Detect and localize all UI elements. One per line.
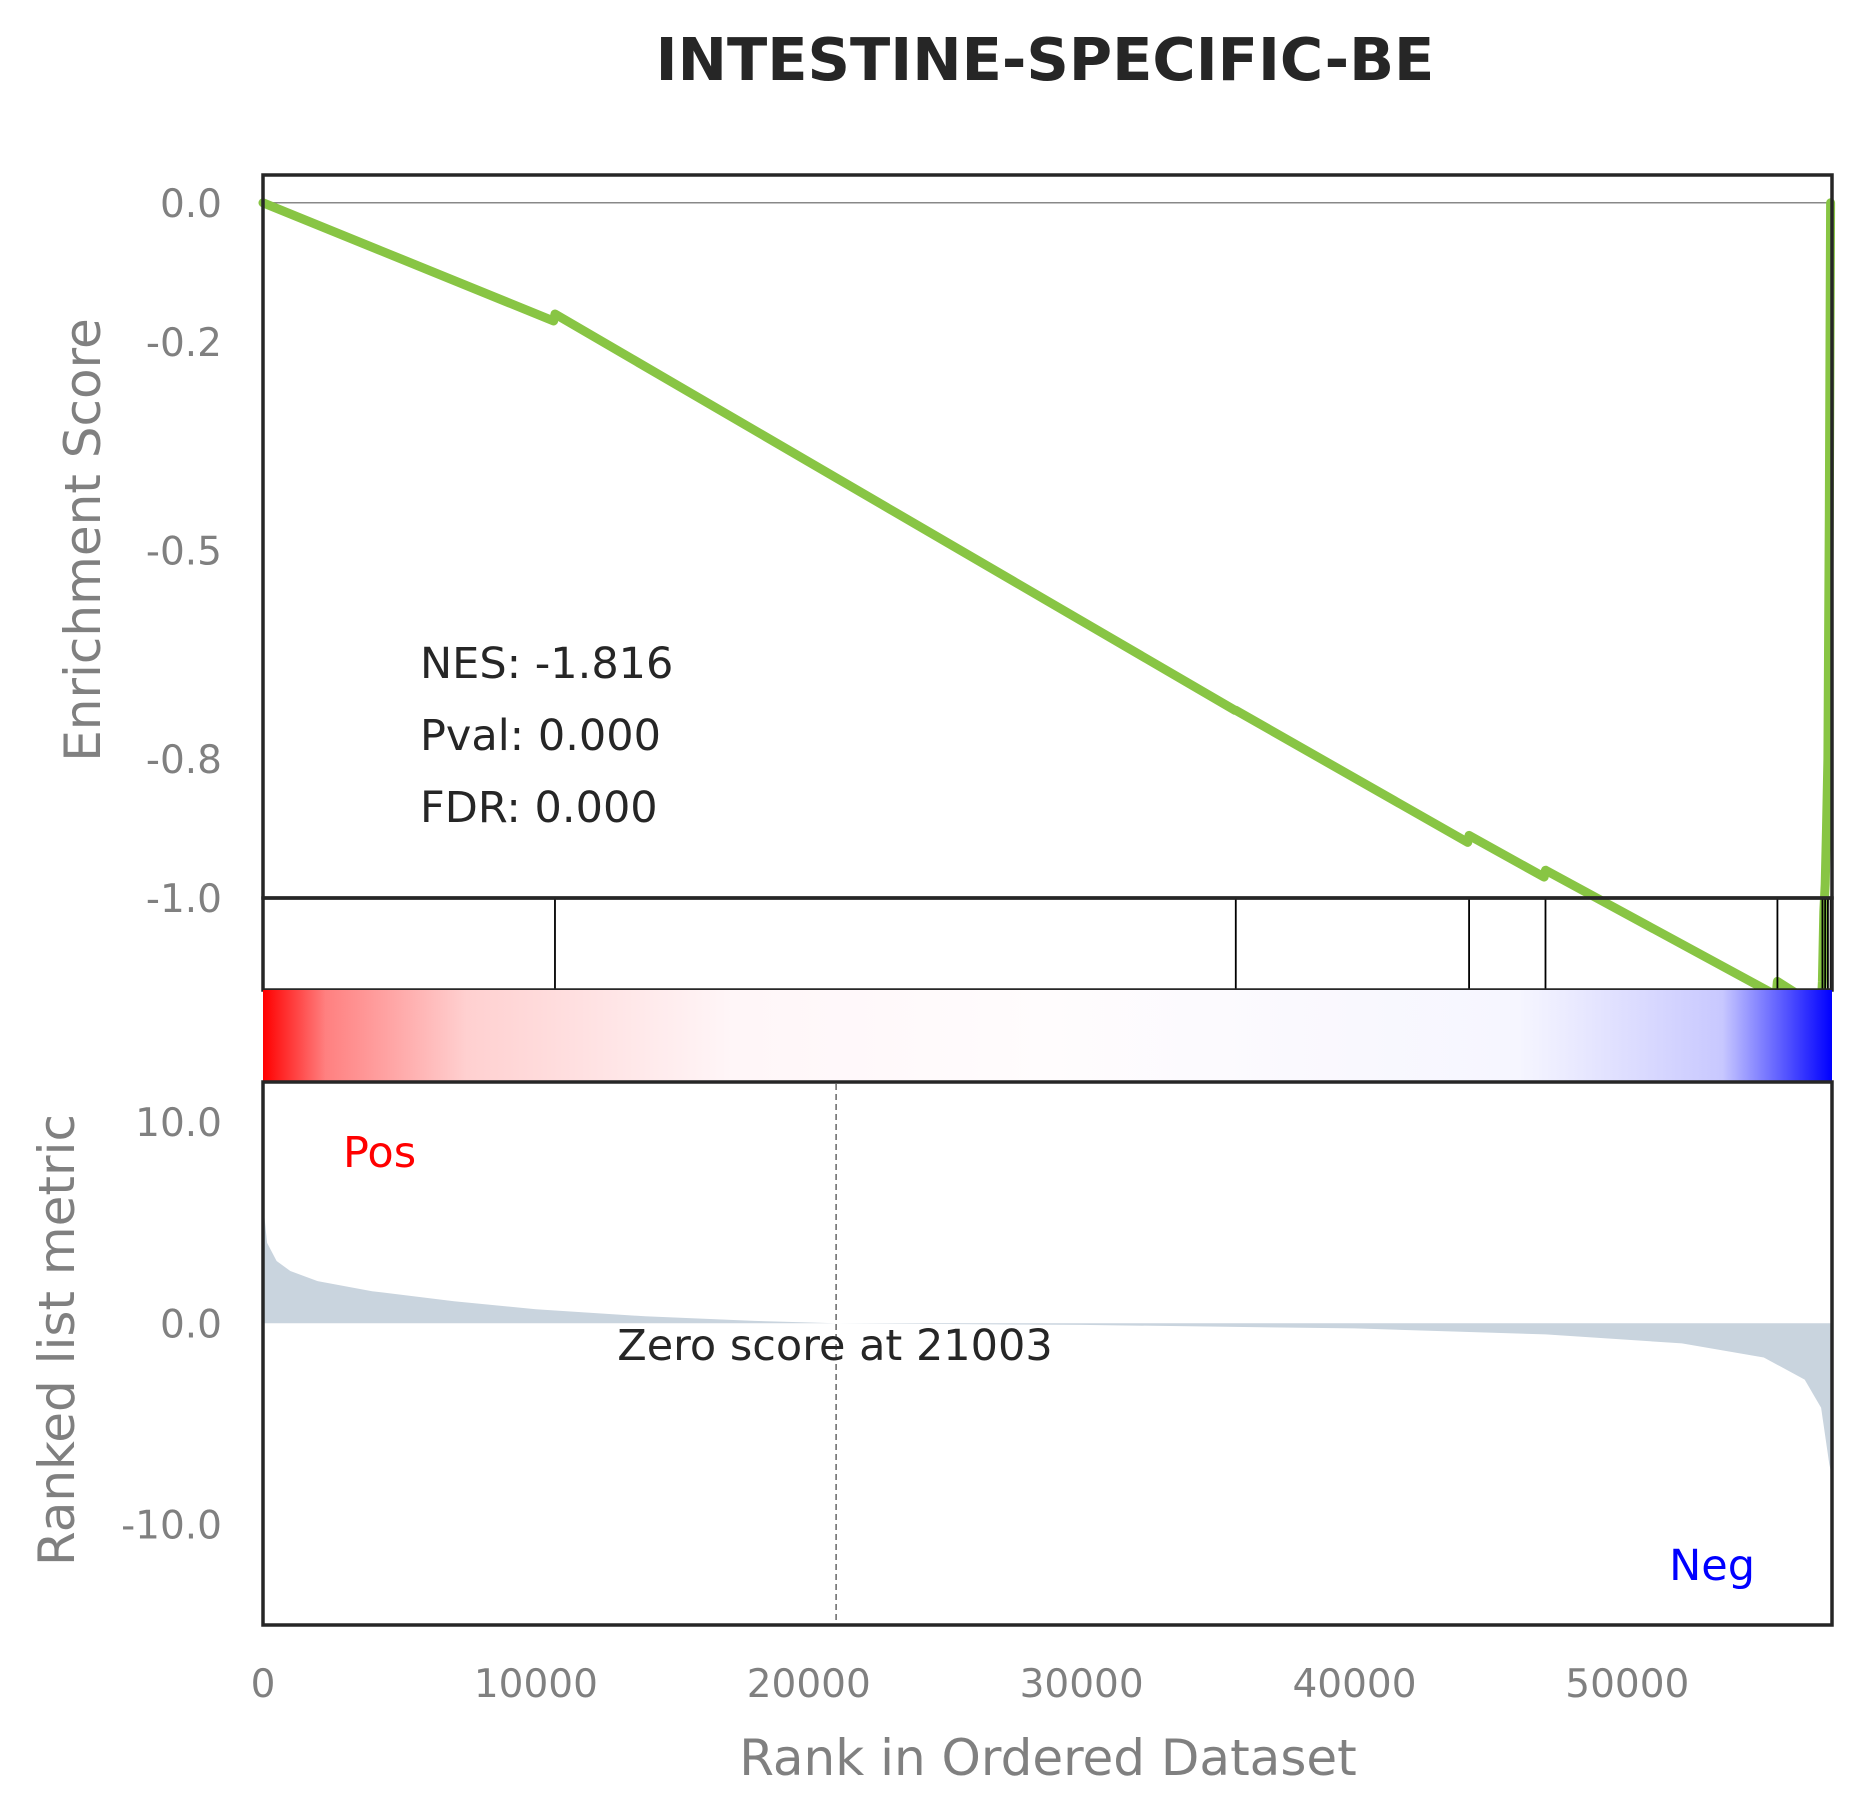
rank-panel-frame xyxy=(261,1080,1834,1627)
x-tick-label: 50000 xyxy=(1565,1662,1689,1707)
es-y-tick-label: 0.0 xyxy=(160,182,222,227)
neg-label: Neg xyxy=(1669,1541,1755,1591)
zero-score-annotation: Zero score at 21003 xyxy=(617,1321,1053,1371)
es-y-tick-label: -0.2 xyxy=(146,321,222,366)
ranked-metric-panel: 10.0 0.0 -10.0 Pos Neg Zero score at 21003… xyxy=(28,1080,1834,1627)
fdr-label: FDR: 0.000 xyxy=(420,783,658,833)
es-y-axis-label: Enrichment Score xyxy=(54,318,112,762)
rank-colorbar xyxy=(263,990,1832,1082)
es-y-ticks: 0.0 -0.2 -0.5 -0.8 -1.0 xyxy=(146,182,222,922)
chart-title: INTESTINE-SPECIFIC-BE xyxy=(656,25,1435,94)
rank-y-tick-label: -10.0 xyxy=(121,1503,222,1548)
pval-label: Pval: 0.000 xyxy=(420,711,661,761)
enrichment-score-line xyxy=(258,198,1836,1014)
es-y-tick-label: -0.8 xyxy=(146,738,222,783)
enrichment-score-panel: 0.0 -0.2 -0.5 -0.8 -1.0 NES: -1.816 Pval: 0.… xyxy=(54,173,1836,1014)
rank-y-tick-label: 0.0 xyxy=(160,1302,222,1347)
es-y-tick-label: -1.0 xyxy=(146,877,222,922)
es-y-tick-label: -0.5 xyxy=(146,529,222,574)
hit-lines xyxy=(554,898,1832,990)
pos-label: Pos xyxy=(343,1128,416,1178)
rank-y-tick-label: 10.0 xyxy=(135,1101,222,1146)
gene-hits-panel xyxy=(261,896,1834,992)
rank-y-axis-label: Ranked list metric xyxy=(28,1114,86,1566)
x-axis-ticks: 0 10000 20000 30000 40000 50000 xyxy=(251,1662,1690,1707)
x-tick-label: 30000 xyxy=(1020,1662,1144,1707)
x-axis-label: Rank in Ordered Dataset xyxy=(739,1729,1356,1787)
hits-panel-frame xyxy=(261,896,1834,992)
nes-label: NES: -1.816 xyxy=(420,639,673,689)
x-tick-label: 0 xyxy=(251,1662,276,1707)
x-tick-label: 10000 xyxy=(474,1662,598,1707)
rank-y-ticks: 10.0 0.0 -10.0 xyxy=(121,1101,222,1548)
x-tick-label: 20000 xyxy=(747,1662,871,1707)
x-tick-label: 40000 xyxy=(1292,1662,1416,1707)
